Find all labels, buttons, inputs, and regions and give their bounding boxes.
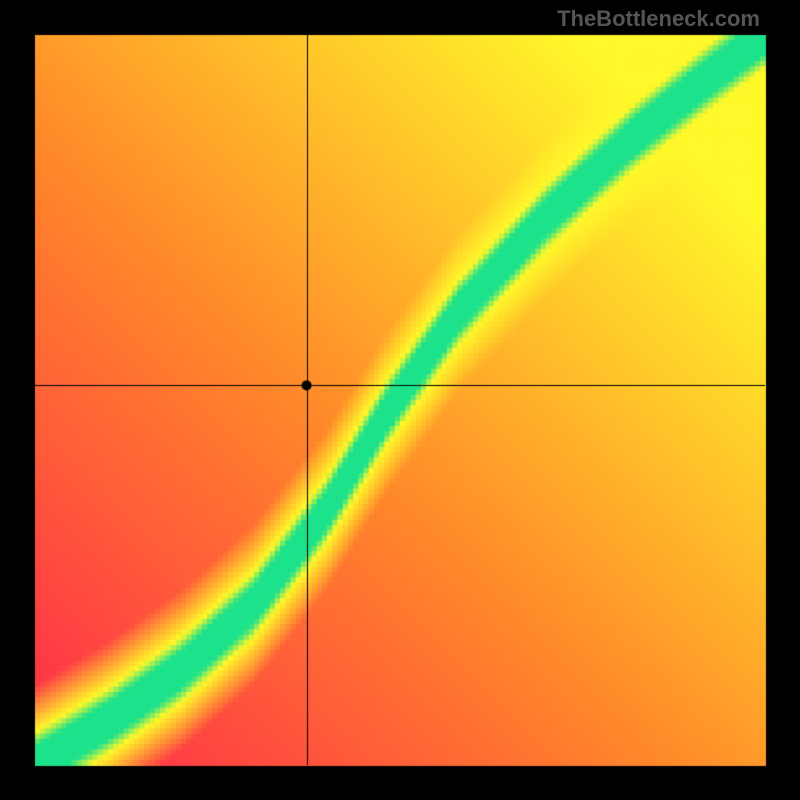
chart-container: TheBottleneck.com [0,0,800,800]
heatmap-plot [0,0,800,800]
